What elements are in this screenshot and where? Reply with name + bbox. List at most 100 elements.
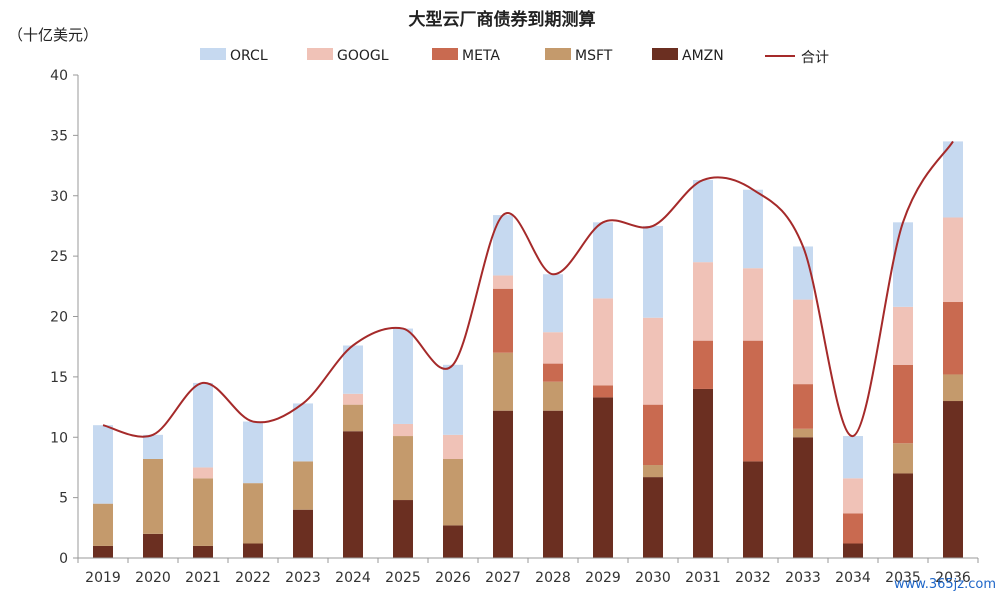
- y-tick-label: 15: [50, 370, 68, 386]
- bar-googl-2028: [543, 332, 563, 364]
- bar-msft-2021: [193, 478, 213, 546]
- bar-amzn-2036: [943, 401, 963, 558]
- y-tick-label: 10: [50, 430, 68, 446]
- bar-meta-2030: [643, 404, 663, 466]
- x-tick-label: 2034: [835, 570, 871, 586]
- legend-swatch-meta: [432, 48, 458, 60]
- bar-orcl-2034: [843, 436, 863, 479]
- x-tick-label: 2035: [885, 570, 921, 586]
- bar-amzn-2031: [693, 388, 713, 558]
- bar-amzn-2034: [843, 543, 863, 558]
- bar-msft-2024: [343, 404, 363, 432]
- x-tick-label: 2027: [485, 570, 521, 586]
- bar-orcl-2022: [243, 421, 263, 484]
- bar-amzn-2033: [793, 437, 813, 558]
- bar-amzn-2028: [543, 410, 563, 558]
- y-tick-label: 0: [59, 551, 68, 567]
- y-unit-label: （十亿美元）: [8, 26, 98, 44]
- bar-orcl-2021: [193, 382, 213, 468]
- bar-amzn-2035: [893, 473, 913, 558]
- x-axis: 2019 2020 2021 2022 2023 2024 2025 2026 2027 2028…: [77, 557, 979, 586]
- total-line: [102, 140, 954, 438]
- bars: [93, 141, 963, 558]
- y-tick-label: 35: [50, 128, 68, 144]
- y-tick-label: 25: [50, 249, 68, 265]
- x-tick-label: 2020: [135, 570, 171, 586]
- bar-googl-2036: [943, 217, 963, 303]
- legend-label-orcl: ORCL: [230, 48, 268, 64]
- x-tick-label: 2033: [785, 570, 821, 586]
- bar-orcl-2028: [543, 274, 563, 333]
- bar-meta-2035: [893, 364, 913, 444]
- bar-meta-2033: [793, 384, 813, 429]
- bar-msft-2036: [943, 374, 963, 402]
- bar-amzn-2019: [93, 545, 113, 558]
- x-tick-label: 2022: [235, 570, 271, 586]
- legend-label-msft: MSFT: [575, 48, 613, 64]
- bar-orcl-2029: [593, 222, 613, 299]
- bar-meta-2027: [493, 288, 513, 353]
- bar-orcl-2032: [743, 189, 763, 269]
- bar-googl-2026: [443, 434, 463, 459]
- y-tick-label: 20: [50, 310, 68, 326]
- bar-orcl-2030: [643, 225, 663, 318]
- bar-amzn-2020: [143, 533, 163, 558]
- legend-swatch-orcl: [200, 48, 226, 60]
- x-tick-label: 2036: [935, 570, 971, 586]
- bar-orcl-2027: [493, 215, 513, 276]
- y-tick-label: 40: [50, 68, 68, 84]
- watermark: www.365jz.com: [894, 577, 996, 592]
- legend-swatch-amzn: [652, 48, 678, 60]
- bar-meta-2036: [943, 302, 963, 375]
- x-tick-label: 2023: [285, 570, 321, 586]
- bar-meta-2029: [593, 385, 613, 398]
- bar-amzn-2030: [643, 477, 663, 558]
- bar-msft-2035: [893, 443, 913, 474]
- bar-googl-2032: [743, 268, 763, 341]
- x-tick-label: 2032: [735, 570, 771, 586]
- bar-googl-2027: [493, 275, 513, 289]
- x-tick-label: 2026: [435, 570, 471, 586]
- y-axis: 0 5 10 15 20 25 30 35 40: [50, 68, 79, 567]
- x-tick-label: 2024: [335, 570, 371, 586]
- bar-amzn-2023: [293, 509, 313, 558]
- bar-amzn-2025: [393, 500, 413, 558]
- bar-orcl-2023: [293, 403, 313, 462]
- bar-orcl-2035: [893, 222, 913, 307]
- bar-msft-2026: [443, 458, 463, 526]
- bar-meta-2031: [693, 340, 713, 389]
- bar-orcl-2024: [343, 345, 363, 394]
- bar-googl-2021: [193, 467, 213, 479]
- bar-orcl-2020: [143, 434, 163, 459]
- bar-googl-2029: [593, 298, 613, 386]
- chart-title: 大型云厂商债券到期测算: [409, 9, 596, 30]
- bar-amzn-2027: [493, 410, 513, 558]
- bar-orcl-2026: [443, 364, 463, 435]
- bar-orcl-2025: [393, 328, 413, 424]
- bar-amzn-2026: [443, 525, 463, 558]
- legend-label-meta: META: [462, 48, 500, 64]
- y-tick-label: 5: [59, 491, 68, 507]
- bar-orcl-2036: [943, 141, 963, 218]
- y-tick-label: 30: [50, 189, 68, 205]
- bar-msft-2027: [493, 352, 513, 411]
- legend-label-googl: GOOGL: [337, 48, 389, 64]
- bar-amzn-2021: [193, 545, 213, 558]
- bar-msft-2030: [643, 465, 663, 478]
- bar-msft-2022: [243, 483, 263, 544]
- bar-meta-2032: [743, 340, 763, 462]
- x-tick-label: 2029: [585, 570, 621, 586]
- legend: ORCL GOOGL META MSFT AMZN 合计: [200, 48, 829, 66]
- legend-label-total: 合计: [801, 50, 829, 66]
- bar-msft-2020: [143, 458, 163, 534]
- bar-meta-2028: [543, 363, 563, 382]
- legend-label-amzn: AMZN: [682, 48, 724, 64]
- bar-msft-2023: [293, 461, 313, 510]
- bar-msft-2028: [543, 381, 563, 411]
- bar-msft-2025: [393, 436, 413, 501]
- bar-googl-2035: [893, 306, 913, 365]
- bar-googl-2030: [643, 317, 663, 405]
- bar-googl-2031: [693, 262, 713, 341]
- bar-googl-2024: [343, 393, 363, 405]
